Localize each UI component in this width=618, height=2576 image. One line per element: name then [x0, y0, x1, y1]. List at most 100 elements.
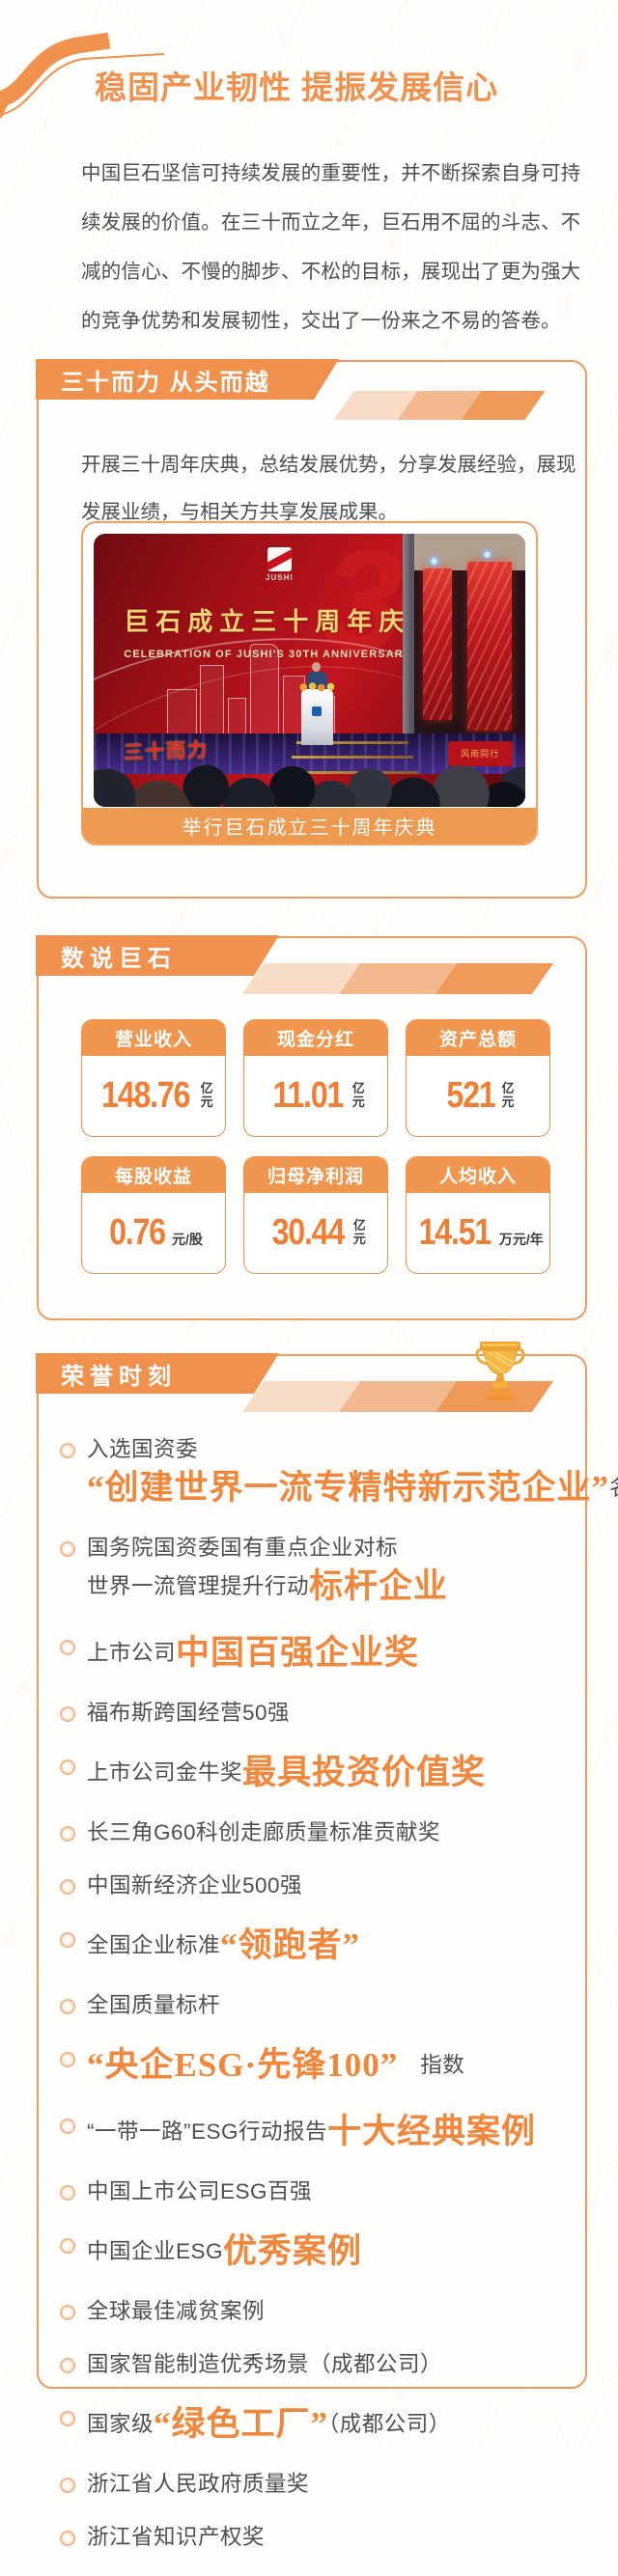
intro-line: 减的信心、不慢的脚步、不松的目标，展现出了更为强大: [81, 261, 581, 283]
stat-value: 11.01: [272, 1074, 345, 1116]
stat-unit: 亿元: [352, 1218, 366, 1246]
ring-bullet-icon: [60, 2531, 75, 2546]
ring-bullet-icon: [60, 1640, 75, 1655]
stat-card: 营业收入 148.76 亿元: [81, 1019, 226, 1137]
honor-accent-text: 最具投资价值奖: [242, 1754, 487, 1791]
honor-text: 浙江省人民政府质量奖: [87, 2472, 310, 2496]
stat-label: 现金分红: [244, 1020, 387, 1056]
honor-item: 浙江省知识产权奖: [60, 2523, 558, 2555]
honor-item: 国务院国资委国有重点企业对标 世界一流管理提升行动标杆企业: [60, 1534, 558, 1611]
section-anniversary: 三十而力 从头而越 开展三十周年庆典，总结发展优势，分享发展经验，展现 发展业绩…: [37, 360, 587, 899]
stat-body: 148.76 亿元: [82, 1056, 225, 1135]
spotlight: [483, 549, 492, 559]
honor-item: 全国企业标准“领跑者”: [60, 1925, 558, 1970]
section-stats: 数说巨石 营业收入 148.76 亿元现金分红 11.01 亿元资产总额 521 亿元每股收…: [37, 936, 587, 1320]
stat-body: 14.51 万元/年: [407, 1193, 549, 1272]
honor-text: 中国上市公司ESG百强: [87, 2179, 313, 2203]
honor-item: “央企ESG·先锋100” 指数: [60, 2044, 558, 2090]
stat-value: 0.76: [109, 1211, 166, 1253]
honor-accent-text: “央企ESG·先锋100”: [87, 2046, 399, 2084]
honor-item: 长三角G60科创走廊质量标准贡献奖: [60, 1818, 558, 1850]
led-panel: [467, 561, 513, 732]
stat-label: 每股收益: [82, 1157, 225, 1193]
ring-bullet-icon: [60, 2238, 75, 2254]
ring-bullet-icon: [60, 1999, 75, 2014]
honor-item: 福布斯跨国经营50强: [60, 1699, 558, 1731]
ring-bullet-icon: [60, 2305, 75, 2320]
honor-item: 上市公司金牛奖最具投资价值奖: [60, 1752, 558, 1797]
swoosh-decoration: [0, 32, 165, 118]
honor-item: 国家级“绿色工厂”（成都公司）: [60, 2403, 558, 2449]
photo-caption: 举行巨石成立三十周年庆典: [83, 808, 536, 844]
speaker-figure: [312, 662, 322, 672]
honors-list: 入选国资委 “创建世界一流专精特新示范企业”名单国务院国资委国有重点企业对标世界一…: [60, 1435, 618, 2576]
led-panel: [423, 568, 453, 720]
honor-item: 中国新经济企业500强: [60, 1871, 558, 1903]
honor-text: 指数: [398, 2053, 465, 2077]
honor-text: 福布斯跨国经营50强: [87, 1701, 291, 1725]
honor-accent-text: 十大经典案例: [327, 2113, 537, 2150]
trophy-icon: [475, 1342, 525, 1400]
stat-unit: 亿元: [200, 1081, 213, 1109]
anniversary-event-photo: 30 JUSHI 巨石成立三十周年庆典 CELEBRATION OF JUSHI…: [94, 534, 525, 807]
honor-text: 世界一流管理提升行动: [87, 1574, 310, 1598]
jushi-logo-emblem: [267, 547, 292, 572]
ring-bullet-icon: [60, 2185, 75, 2201]
ring-bullet-icon: [60, 1541, 75, 1557]
stat-body: 11.01 亿元: [244, 1056, 387, 1135]
stat-body: 521 亿元: [407, 1056, 549, 1135]
ring-bullet-icon: [60, 2478, 75, 2493]
stat-unit: 元/股: [172, 1232, 203, 1247]
intro-paragraph: 中国巨石坚信可持续发展的重要性，并不断探索自身可持 续发展的价值。在三十而立之年…: [81, 149, 581, 346]
screen-title-en: CELEBRATION OF JUSHI'S 30TH ANNIVERSARY: [124, 648, 411, 660]
stat-label: 归母净利润: [244, 1157, 387, 1193]
honor-text: 中国新经济企业500强: [87, 1873, 303, 1897]
stat-unit: 亿元: [351, 1081, 365, 1109]
honor-item: 中国上市公司ESG百强: [60, 2177, 558, 2209]
ring-bullet-icon: [60, 1443, 75, 1458]
stat-label: 人均收入: [407, 1157, 549, 1193]
honor-item: 全球最佳减贫案例: [60, 2297, 558, 2329]
ring-bullet-icon: [60, 1706, 75, 1722]
honor-text: 浙江省知识产权奖: [87, 2525, 266, 2549]
stage-pillar: [402, 534, 415, 753]
stat-card: 现金分红 11.01 亿元: [243, 1019, 388, 1137]
ring-bullet-icon: [60, 1932, 75, 1948]
honor-item: 上市公司中国百强企业奖: [60, 1632, 558, 1677]
stat-unit: 万元/年: [498, 1232, 544, 1247]
body-line: 发展业绩，与相关方共享发展成果。: [81, 501, 398, 523]
honor-text: 国家智能制造优秀场景（成都公司）: [87, 2352, 443, 2376]
honor-text: 中国企业ESG: [87, 2239, 224, 2263]
stat-body: 30.44 亿元: [244, 1193, 387, 1272]
ring-bullet-icon: [60, 1879, 75, 1895]
page-title: 稳固产业韧性 提振发展信心: [95, 69, 499, 105]
honor-item: 全国质量标杆: [60, 1991, 558, 2023]
stat-label: 营业收入: [82, 1020, 225, 1056]
ring-bullet-icon: [60, 2358, 75, 2373]
honor-item: “一带一路”ESG行动报告十大经典案例: [60, 2111, 558, 2156]
honor-item: 入选国资委 “创建世界一流专精特新示范企业”名单: [60, 1435, 618, 1512]
section-honors: 荣誉时刻 入选国资委 “创建世界一流专精特新示范企业”名单国务院国资委国有重点企业…: [36, 1342, 618, 2549]
honor-item: 中国企业ESG优秀案例: [60, 2230, 558, 2276]
section-ribbon-honors: 荣誉时刻: [36, 1353, 279, 1394]
gradient-bar-decoration: [333, 391, 546, 420]
ring-bullet-icon: [60, 2411, 75, 2426]
ring-bullet-icon: [60, 2052, 75, 2067]
gradient-bar-decoration: [241, 963, 554, 994]
stats-grid: 营业收入 148.76 亿元现金分红 11.01 亿元资产总额 521 亿元每股收益 0.76…: [81, 1019, 550, 1274]
honor-accent-text: 优秀案例: [223, 2232, 363, 2270]
stat-value: 30.44: [271, 1211, 346, 1253]
intro-line: 续发展的价值。在三十而立之年，巨石用不屈的斗志、不: [81, 211, 581, 234]
audience-silhouettes: [94, 743, 525, 807]
stat-card: 资产总额 521 亿元: [406, 1019, 550, 1137]
intro-line: 中国巨石坚信可持续发展的重要性，并不断探索自身可持: [81, 162, 581, 184]
stat-label: 资产总额: [407, 1020, 549, 1056]
honor-item: 国家智能制造优秀场景（成都公司）: [60, 2350, 558, 2382]
body-line: 开展三十周年庆典，总结发展优势，分享发展经验，展现: [81, 454, 576, 476]
stat-value: 148.76: [101, 1074, 190, 1116]
event-photo-frame: 30 JUSHI 巨石成立三十周年庆典 CELEBRATION OF JUSHI…: [81, 521, 538, 845]
spotlight: [430, 556, 439, 566]
stage-right-wall: [414, 534, 525, 763]
ring-bullet-icon: [60, 2119, 75, 2134]
jushi-logo-text: JUSHI: [266, 573, 294, 583]
